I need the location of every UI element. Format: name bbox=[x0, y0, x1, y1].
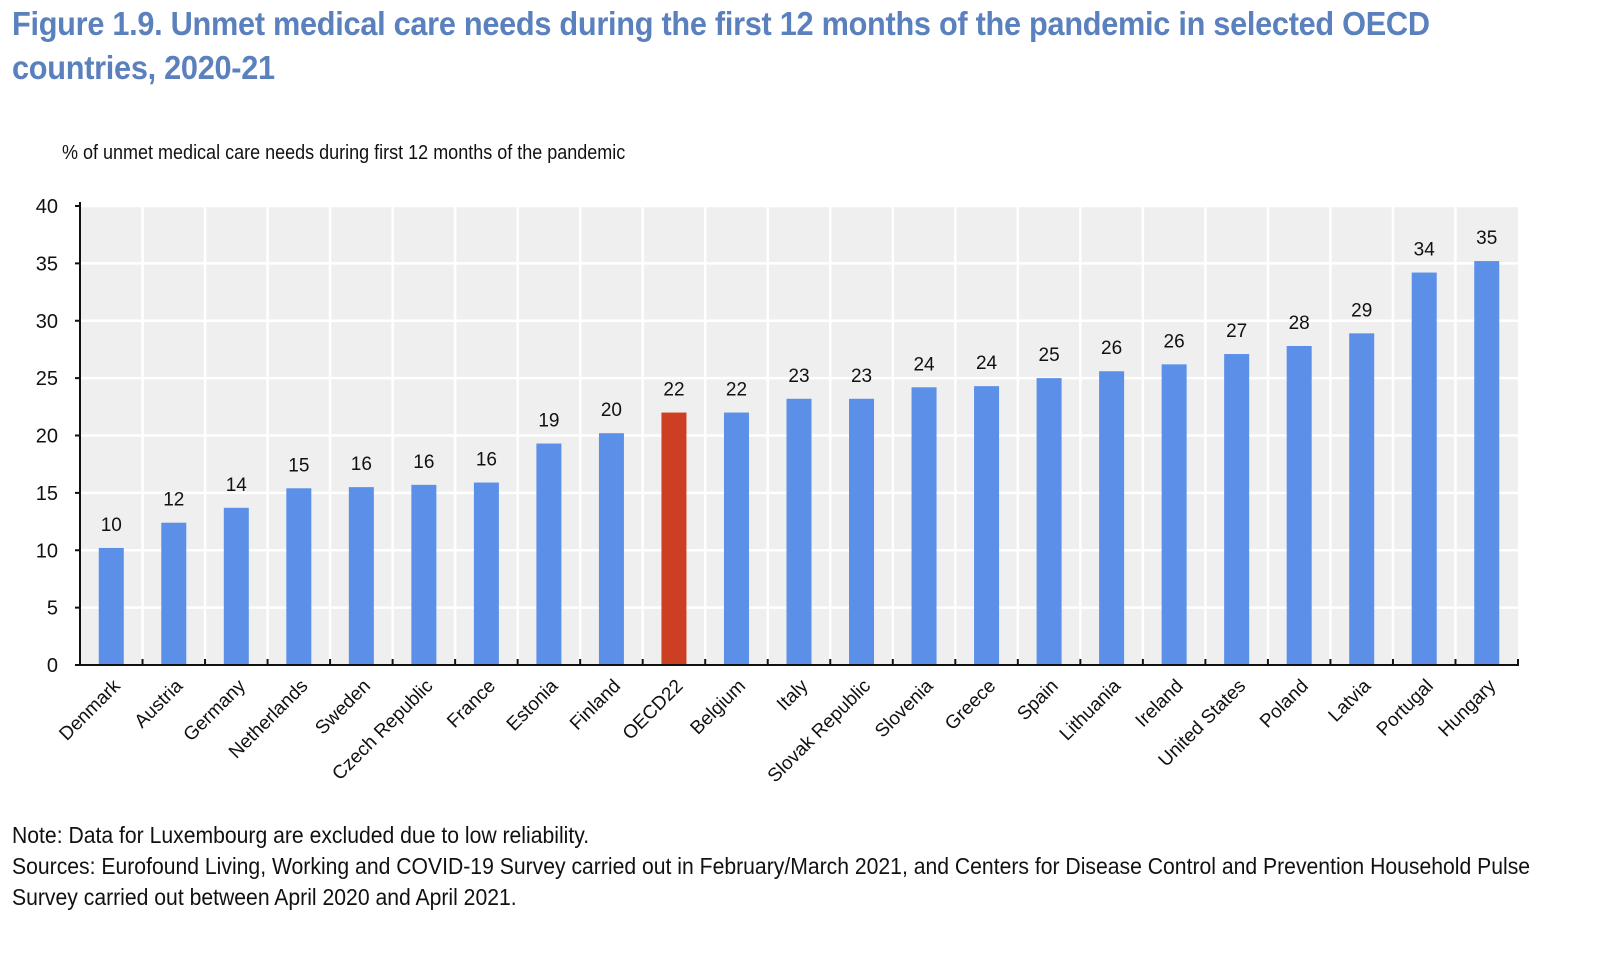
y-tick-label: 30 bbox=[36, 311, 58, 333]
data-label: 22 bbox=[726, 380, 747, 401]
bar-latvia bbox=[1349, 333, 1375, 665]
y-tick-label: 0 bbox=[47, 655, 58, 677]
y-tick-label: 10 bbox=[36, 540, 58, 562]
y-tick-label: 40 bbox=[36, 196, 58, 218]
category-label: Estonia bbox=[503, 675, 563, 735]
category-label: Spain bbox=[1013, 676, 1062, 725]
category-label: Greece bbox=[941, 676, 1000, 735]
data-label: 16 bbox=[413, 452, 434, 473]
bar-spain bbox=[1036, 378, 1062, 665]
bar-poland bbox=[1286, 345, 1312, 665]
bar-denmark bbox=[98, 547, 124, 665]
category-label: Poland bbox=[1256, 676, 1313, 733]
bar-ireland bbox=[1161, 364, 1187, 665]
data-label: 23 bbox=[788, 366, 809, 387]
category-label: Denmark bbox=[55, 675, 125, 745]
category-label: Latvia bbox=[1325, 675, 1376, 726]
category-label: France bbox=[443, 676, 500, 733]
sources-text: Sources: Eurofound Living, Working and C… bbox=[12, 853, 1531, 910]
bar-germany bbox=[223, 507, 249, 665]
data-label: 23 bbox=[851, 366, 872, 387]
category-label: Finland bbox=[566, 676, 625, 735]
chart-notes: Note: Data for Luxembourg are excluded d… bbox=[12, 820, 1576, 913]
category-label: Austria bbox=[131, 675, 188, 732]
data-label: 16 bbox=[351, 454, 372, 475]
data-label: 12 bbox=[163, 490, 184, 511]
data-label: 10 bbox=[101, 515, 122, 536]
data-label: 29 bbox=[1351, 300, 1372, 321]
data-label: 22 bbox=[663, 380, 684, 401]
category-label: Portugal bbox=[1373, 676, 1438, 741]
category-label: Hungary bbox=[1435, 675, 1501, 741]
bar-chart: 10Denmark12Austria14Germany15Netherlands… bbox=[36, 196, 1519, 787]
data-label: 35 bbox=[1476, 228, 1497, 249]
bar-portugal bbox=[1411, 272, 1437, 665]
category-label: Ireland bbox=[1132, 676, 1188, 732]
bar-hungary bbox=[1474, 261, 1500, 665]
bar-sweden bbox=[348, 487, 374, 665]
bar-italy bbox=[786, 398, 812, 665]
data-label: 27 bbox=[1226, 321, 1247, 342]
category-label: Belgium bbox=[687, 676, 750, 739]
bar-oecd22 bbox=[661, 412, 687, 665]
bar-greece bbox=[974, 386, 1000, 665]
bar-slovak-republic bbox=[849, 398, 875, 665]
bar-lithuania bbox=[1099, 371, 1125, 665]
bar-slovenia bbox=[911, 387, 937, 665]
bar-belgium bbox=[723, 412, 749, 665]
bar-france bbox=[473, 482, 499, 665]
data-label: 15 bbox=[288, 455, 309, 476]
note-text: Note: Data for Luxembourg are excluded d… bbox=[12, 822, 590, 848]
y-axis-label: % of unmet medical care needs during fir… bbox=[62, 142, 626, 164]
bar-finland bbox=[598, 433, 624, 665]
category-label: Sweden bbox=[311, 676, 374, 739]
y-tick-label: 15 bbox=[36, 483, 58, 505]
data-label: 19 bbox=[538, 411, 559, 432]
y-tick-label: 20 bbox=[36, 426, 58, 448]
data-label: 16 bbox=[476, 450, 497, 471]
category-label: Italy bbox=[773, 675, 813, 715]
data-label: 26 bbox=[1101, 338, 1122, 359]
data-label: 34 bbox=[1414, 240, 1436, 261]
data-label: 26 bbox=[1164, 331, 1185, 352]
data-label: 25 bbox=[1039, 345, 1060, 366]
data-label: 24 bbox=[976, 353, 998, 374]
bar-united-states bbox=[1224, 354, 1250, 665]
y-tick-label: 25 bbox=[36, 368, 58, 390]
y-tick-label: 35 bbox=[36, 253, 58, 275]
chart-title: Figure 1.9. Unmet medical care needs dur… bbox=[12, 5, 1430, 86]
bar-estonia bbox=[536, 443, 562, 665]
bar-czech-republic bbox=[411, 484, 437, 665]
bar-austria bbox=[161, 522, 187, 665]
category-label: OECD22 bbox=[619, 676, 688, 745]
category-label: Lithuania bbox=[1056, 675, 1126, 745]
data-label: 28 bbox=[1289, 313, 1310, 334]
data-label: 14 bbox=[226, 475, 248, 496]
bar-netherlands bbox=[286, 488, 312, 665]
category-label: Slovenia bbox=[871, 675, 938, 742]
data-label: 24 bbox=[913, 354, 935, 375]
y-tick-label: 5 bbox=[47, 598, 58, 620]
data-label: 20 bbox=[601, 400, 622, 421]
